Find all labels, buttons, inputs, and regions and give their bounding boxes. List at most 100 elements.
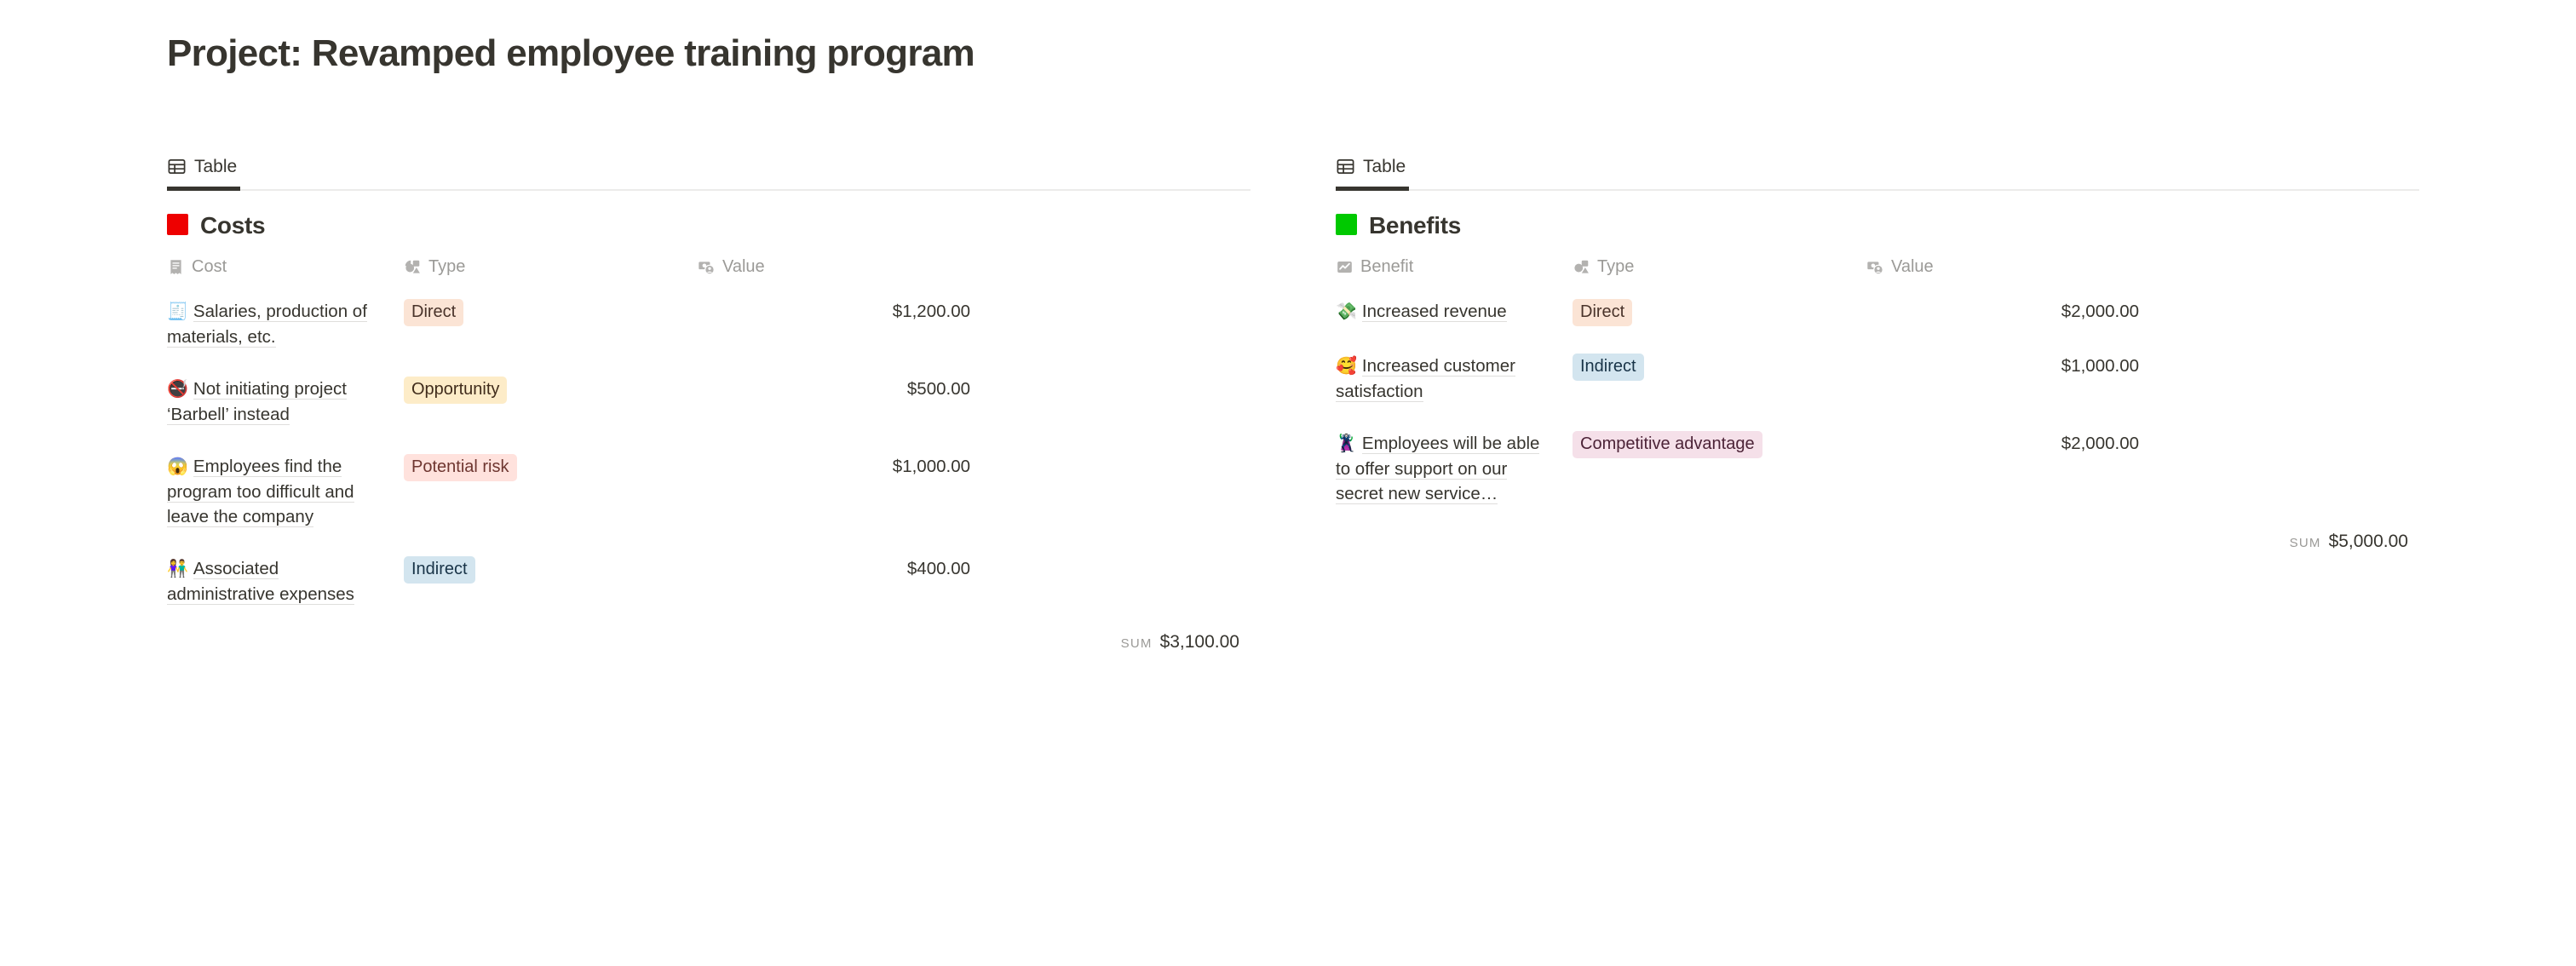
type-tag: Opportunity <box>404 377 508 404</box>
cell-name[interactable]: 🚭 Not initiating project ‘Barbell’ instea… <box>167 364 394 441</box>
money-property-icon <box>698 258 716 276</box>
value-text: $1,000.00 <box>892 457 970 476</box>
green-square-emoji <box>1336 213 1360 239</box>
database-block-costs: Table Costs <box>167 143 1251 653</box>
tab-label: Table <box>1363 156 1406 176</box>
receipt-emoji: 🧾 <box>167 302 188 321</box>
cell-blank[interactable] <box>2150 341 2419 418</box>
cell-value[interactable]: $2,000.00 <box>1856 418 2150 520</box>
cell-blank[interactable] <box>981 543 1251 621</box>
cell-value[interactable]: $2,000.00 <box>1856 286 2150 341</box>
cell-value[interactable]: $1,000.00 <box>687 441 981 543</box>
sum-cell[interactable]: Sum $5,000.00 <box>1605 521 2419 552</box>
receipt-property-icon <box>167 258 185 276</box>
row-title[interactable]: Not initiating project ‘Barbell’ instead <box>167 379 347 425</box>
sum-label: Sum <box>2289 536 2321 550</box>
cell-blank[interactable] <box>981 286 1251 364</box>
cell-blank[interactable] <box>981 441 1251 543</box>
column-header-benefit[interactable]: Benefit <box>1336 247 1562 286</box>
database-title-costs[interactable]: Costs <box>167 210 1251 242</box>
type-tag: Indirect <box>404 556 475 584</box>
column-header-value[interactable]: Value <box>687 247 981 286</box>
cell-type[interactable]: Opportunity <box>394 364 687 441</box>
cell-name[interactable]: 🥰 Increased customer satisfaction <box>1336 341 1562 418</box>
table-footer-benefits: Sum $5,000.00 <box>1336 520 2419 552</box>
people-emoji: 👫 <box>167 560 188 578</box>
view-tab-bar-costs: Table <box>167 143 1251 191</box>
column-header-label: Value <box>722 256 765 276</box>
type-tag: Competitive advantage <box>1573 431 1762 458</box>
tab-table-benefits[interactable]: Table <box>1336 143 1410 191</box>
cell-blank[interactable] <box>2150 286 2419 341</box>
database-title-text: Costs <box>200 212 266 239</box>
red-square-emoji <box>167 213 191 239</box>
column-header-label: Cost <box>192 256 227 276</box>
value-text: $500.00 <box>906 379 970 399</box>
select-property-icon <box>1573 258 1590 276</box>
sum-label: Sum <box>1120 636 1153 651</box>
column-header-value[interactable]: Value <box>1856 247 2150 286</box>
supervillain-emoji: 🦹 <box>1336 434 1357 453</box>
row-title[interactable]: Increased revenue <box>1361 302 1507 322</box>
type-tag: Potential risk <box>404 454 517 481</box>
cell-value[interactable]: $1,200.00 <box>687 286 981 364</box>
sum-value: $3,100.00 <box>1159 632 1239 652</box>
table-row[interactable]: 👫 Associated administrative expenses Indi… <box>167 543 1251 621</box>
cell-type[interactable]: Potential risk <box>394 441 687 543</box>
type-tag: Indirect <box>1573 354 1644 381</box>
tab-table-costs[interactable]: Table <box>167 143 241 191</box>
column-header-type[interactable]: Type <box>1562 247 1856 286</box>
select-property-icon <box>404 258 422 276</box>
column-header-type[interactable]: Type <box>394 247 687 286</box>
type-tag: Direct <box>404 299 464 326</box>
value-text: $400.00 <box>906 559 970 578</box>
cell-value[interactable]: $500.00 <box>687 364 981 441</box>
cell-blank[interactable] <box>2150 418 2419 520</box>
column-header-label: Benefit <box>1360 256 1414 276</box>
cell-type[interactable]: Indirect <box>394 543 687 621</box>
smiling-face-with-hearts-emoji: 🥰 <box>1336 357 1357 376</box>
row-title[interactable]: Associated administrative expenses <box>167 559 354 605</box>
cell-value[interactable]: $1,000.00 <box>1856 341 2150 418</box>
money-with-wings-emoji: 💸 <box>1336 302 1357 321</box>
cell-name[interactable]: 💸 Increased revenue <box>1336 286 1562 341</box>
column-header-label: Type <box>1597 256 1635 276</box>
sum-cell[interactable]: Sum $3,100.00 <box>436 622 1251 653</box>
cell-type[interactable]: Direct <box>1562 286 1856 341</box>
table-header-row: Cost <box>167 247 1251 286</box>
database-title-benefits[interactable]: Benefits <box>1336 210 2419 242</box>
value-text: $2,000.00 <box>2061 434 2139 453</box>
table-row[interactable]: 😱 Employees find the program too difficul… <box>167 441 1251 543</box>
row-title[interactable]: Salaries, production of materials, etc. <box>167 302 367 348</box>
value-text: $2,000.00 <box>2061 302 2139 321</box>
cell-name[interactable]: 🦹 Employees will be able to offer support… <box>1336 418 1562 520</box>
row-title[interactable]: Employees find the program too difficult… <box>167 457 354 527</box>
database-title-text: Benefits <box>1369 212 1462 239</box>
column-header-blank[interactable] <box>2150 247 2419 286</box>
column-header-blank[interactable] <box>981 247 1251 286</box>
row-title[interactable]: Increased customer satisfaction <box>1336 356 1515 402</box>
no-smoking-emoji: 🚭 <box>167 380 188 399</box>
table-row[interactable]: 🥰 Increased customer satisfaction Indirec… <box>1336 341 2419 418</box>
screaming-face-emoji: 😱 <box>167 457 188 476</box>
cell-type[interactable]: Competitive advantage <box>1562 418 1856 520</box>
database-block-benefits: Table Benefits <box>1336 143 2419 552</box>
table-benefits: Benefit Type <box>1336 247 2419 520</box>
column-header-cost[interactable]: Cost <box>167 247 394 286</box>
table-row[interactable]: 🚭 Not initiating project ‘Barbell’ instea… <box>167 364 1251 441</box>
table-row[interactable]: 🦹 Employees will be able to offer support… <box>1336 418 2419 520</box>
cell-type[interactable]: Indirect <box>1562 341 1856 418</box>
view-tab-bar-benefits: Table <box>1336 143 2419 191</box>
tab-label: Table <box>194 156 238 176</box>
sum-value: $5,000.00 <box>2328 532 2408 551</box>
cell-name[interactable]: 👫 Associated administrative expenses <box>167 543 394 621</box>
table-row[interactable]: 💸 Increased revenue Direct $2,000.00 <box>1336 286 2419 341</box>
cell-blank[interactable] <box>981 364 1251 441</box>
cell-name[interactable]: 😱 Employees find the program too difficul… <box>167 441 394 543</box>
table-row[interactable]: 🧾 Salaries, production of materials, etc.… <box>167 286 1251 364</box>
row-title[interactable]: Employees will be able to offer support … <box>1336 434 1540 504</box>
cell-name[interactable]: 🧾 Salaries, production of materials, etc. <box>167 286 394 364</box>
cell-value[interactable]: $400.00 <box>687 543 981 621</box>
cell-type[interactable]: Direct <box>394 286 687 364</box>
column-header-label: Type <box>428 256 466 276</box>
